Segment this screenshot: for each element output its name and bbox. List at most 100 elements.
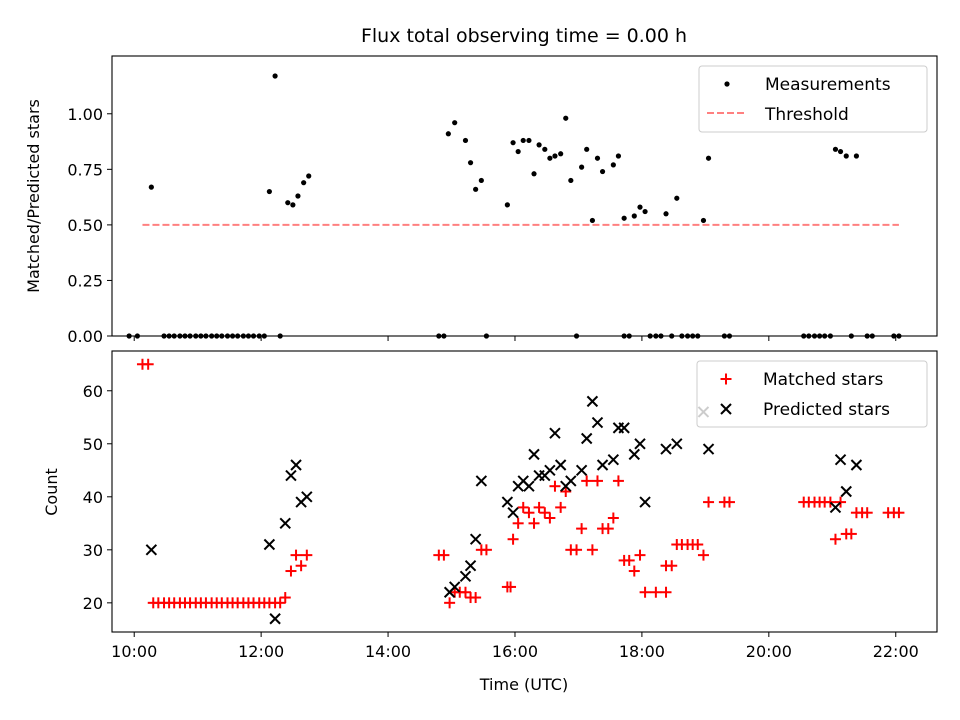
bottom-y-tick-label: 40 bbox=[83, 488, 103, 507]
matched-star-point bbox=[581, 475, 593, 487]
top-legend-box bbox=[698, 65, 928, 133]
measurement-point bbox=[285, 200, 291, 206]
measurement-point bbox=[504, 202, 510, 208]
top-y-tick-label: 0.50 bbox=[67, 216, 103, 235]
measurement-point bbox=[445, 131, 451, 137]
x-tick-label: 12:00 bbox=[238, 642, 284, 661]
measurement-point bbox=[615, 153, 622, 159]
top-axis-ticks: 0.00 0.25 0.50 0.75 1.00 bbox=[67, 105, 897, 346]
matched-star-point bbox=[142, 358, 154, 370]
bottom-panel: Count Time (UTC) 20 30 40 50 60 10:00 12:00 14:… bbox=[42, 350, 938, 694]
top-panel: Flux total observing time = 0.00 h Match… bbox=[24, 25, 938, 346]
x-tick-label: 10:00 bbox=[111, 642, 157, 661]
measurement-point bbox=[642, 208, 648, 215]
measurement-point bbox=[589, 217, 596, 224]
matched-star-point bbox=[507, 533, 519, 545]
measurement-point bbox=[663, 211, 669, 217]
legend-measurements-marker bbox=[724, 81, 730, 87]
bottom-axis-ticks: 20 30 40 50 60 10:00 12:00 14:00 16:00 18:00 20:00… bbox=[83, 382, 919, 661]
matched-star-point bbox=[517, 501, 529, 513]
matched-star-point bbox=[459, 586, 471, 598]
x-tick-label: 18:00 bbox=[619, 642, 665, 661]
measurement-point bbox=[843, 153, 849, 159]
predicted-star-point bbox=[591, 416, 604, 429]
measurement-point bbox=[266, 188, 272, 195]
top-axes-frame bbox=[111, 55, 938, 337]
matched-star-point bbox=[861, 507, 873, 519]
top-legend: Measurements Threshold bbox=[698, 65, 928, 133]
matched-star-point bbox=[539, 507, 551, 519]
predicted-star-point bbox=[459, 570, 472, 583]
legend-matched-label: Matched stars bbox=[763, 370, 883, 390]
predicted-star-point bbox=[586, 395, 599, 408]
matched-star-point bbox=[274, 597, 286, 609]
predicted-star-point bbox=[507, 507, 519, 519]
predicted-star-point bbox=[596, 459, 609, 471]
bottom-axes-frame bbox=[111, 350, 938, 633]
top-y-tick-label: 0.75 bbox=[67, 160, 103, 179]
measurement-point bbox=[526, 137, 532, 144]
measurement-point bbox=[705, 155, 712, 161]
matched-star-point bbox=[444, 597, 456, 609]
predicted-star-point bbox=[475, 475, 488, 487]
matched-star-point bbox=[703, 496, 715, 508]
matched-star-point bbox=[533, 501, 545, 513]
predicted-star-point bbox=[671, 438, 683, 450]
matched-star-point bbox=[438, 549, 450, 561]
matched-star-point bbox=[544, 512, 556, 524]
matched-star-point bbox=[470, 592, 482, 604]
predicted-star-point bbox=[523, 480, 535, 492]
matched-star-point bbox=[528, 517, 540, 529]
measurement-point bbox=[563, 115, 569, 121]
x-tick-label: 14:00 bbox=[365, 642, 411, 661]
predicted-star-point bbox=[285, 469, 297, 482]
matched-star-point bbox=[576, 523, 588, 535]
matched-star-point bbox=[634, 549, 646, 561]
legend-matched-marker bbox=[720, 373, 732, 385]
measurement-point bbox=[520, 137, 526, 144]
measurement-point bbox=[610, 162, 616, 168]
bottom-y-axis-label: Count bbox=[42, 468, 61, 516]
measurement-point bbox=[631, 213, 637, 219]
matched-star-point bbox=[824, 496, 836, 508]
matched-star-point bbox=[607, 512, 619, 524]
measurement-point bbox=[700, 217, 707, 224]
measurement-point bbox=[478, 177, 484, 184]
predicted-star-point bbox=[269, 613, 281, 625]
measurement-point bbox=[637, 204, 643, 210]
predicted-star-point bbox=[301, 491, 313, 503]
measurement-point bbox=[599, 168, 606, 175]
measurement-point bbox=[542, 146, 548, 152]
measurement-point bbox=[295, 193, 301, 199]
matched-star-point bbox=[523, 507, 535, 519]
matched-star-point bbox=[628, 565, 640, 577]
predicted-star-point bbox=[660, 443, 672, 455]
predicted-star-point bbox=[279, 517, 291, 530]
top-y-axis-label: Matched/Predicted stars bbox=[24, 99, 43, 293]
measurement-point bbox=[467, 160, 474, 166]
measurement-point bbox=[832, 146, 839, 152]
predicted-star-point bbox=[575, 464, 588, 476]
measurement-point bbox=[290, 202, 296, 208]
matched-star-point bbox=[692, 539, 704, 551]
matched-star-point bbox=[893, 507, 905, 519]
legend-measurements-label: Measurements bbox=[765, 75, 891, 95]
matched-star-point bbox=[586, 544, 598, 556]
legend-predicted-label: Predicted stars bbox=[763, 400, 890, 420]
matched-star-point bbox=[571, 544, 583, 556]
matched-star-point bbox=[829, 533, 841, 545]
predicted-star-point bbox=[464, 560, 477, 572]
matched-star-point bbox=[555, 501, 567, 513]
matched-star-point bbox=[560, 486, 572, 497]
predicted-star-point bbox=[607, 453, 620, 466]
predicted-star-point bbox=[145, 544, 158, 556]
matched-star-point bbox=[279, 592, 291, 604]
measurement-point bbox=[301, 180, 307, 186]
matched-star-point bbox=[602, 523, 614, 535]
matched-star-point bbox=[612, 475, 624, 487]
matched-star-point bbox=[623, 554, 635, 566]
predicted-star-point bbox=[628, 448, 640, 461]
measurement-point bbox=[579, 164, 585, 170]
measurement-point bbox=[473, 186, 479, 192]
